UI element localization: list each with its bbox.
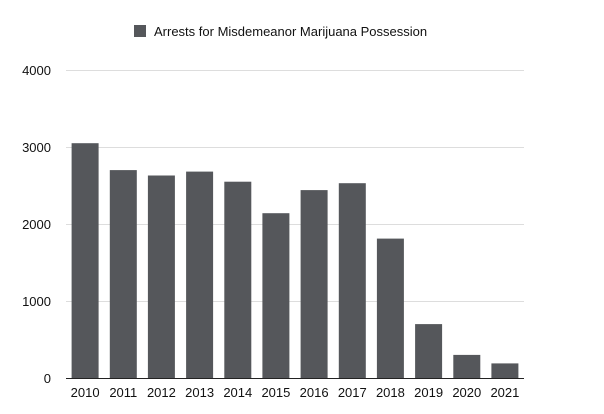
legend-swatch [134,25,146,37]
x-tick-label: 2011 [109,385,137,400]
x-tick-label: 2021 [490,385,519,400]
y-axis-tick-labels: 0 1000 2000 3000 4000 [22,63,51,386]
bar-2021 [491,363,519,378]
legend: Arrests for Misdemeanor Marijuana Posses… [134,24,427,39]
x-tick-label: 2013 [185,385,214,400]
bar-2014 [224,181,252,378]
y-tick-label: 4000 [22,63,51,78]
y-tick-label: 2000 [22,217,51,232]
bar-2013 [186,171,214,378]
x-tick-label: 2014 [223,385,252,400]
bar-2012 [147,175,175,378]
bar-2011 [109,170,137,378]
y-tick-label: 3000 [22,140,51,155]
gridlines [66,70,524,302]
x-tick-label: 2017 [338,385,367,400]
x-tick-label: 2016 [300,385,329,400]
bar-2017 [338,183,366,378]
bar-2018 [376,238,404,378]
x-tick-label: 2020 [452,385,481,400]
x-tick-label: 2019 [414,385,443,400]
bar-2010 [71,143,99,378]
bars [71,143,519,378]
bar-2020 [453,354,481,378]
x-tick-label: 2012 [147,385,176,400]
legend-label: Arrests for Misdemeanor Marijuana Posses… [154,24,427,39]
bar-2019 [415,324,443,378]
x-tick-label: 2018 [376,385,405,400]
x-tick-label: 2015 [261,385,290,400]
x-tick-label: 2010 [71,385,100,400]
y-tick-label: 1000 [22,294,51,309]
bar-2015 [262,213,290,378]
bar-2016 [300,190,328,378]
x-axis-tick-labels: 2010 2011 2012 2013 2014 2015 2016 2017 2018 2019… [71,385,520,400]
y-tick-label: 0 [44,371,51,386]
